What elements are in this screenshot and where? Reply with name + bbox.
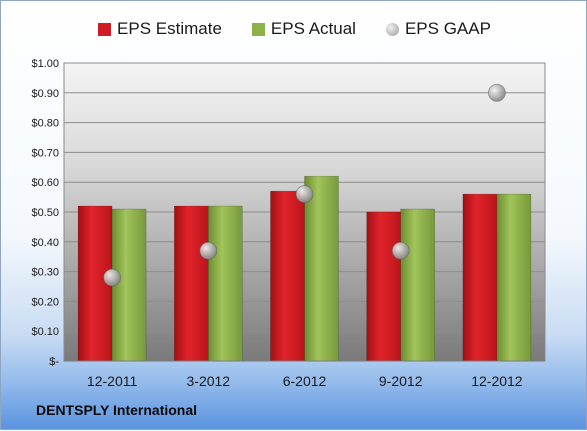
marker-eps-gaap	[103, 268, 121, 287]
x-tick-label: 12-2011	[87, 373, 138, 389]
y-tick-label: $0.50	[31, 207, 59, 219]
y-tick-label: $0.10	[31, 326, 59, 338]
marker-eps-gaap	[391, 241, 410, 260]
y-tick-label: $0.70	[31, 147, 59, 159]
x-tick-label: 6-2012	[283, 373, 327, 389]
y-tick-label: $0.90	[31, 88, 59, 100]
bar-eps-actual	[208, 205, 243, 362]
x-tick-label: 9-2012	[379, 373, 423, 389]
x-tick-label: 12-2012	[471, 373, 523, 389]
x-tick-label: 3-2012	[187, 373, 231, 389]
y-tick-label: $0.80	[31, 118, 59, 130]
company-name: DENTSPLY International	[36, 402, 198, 418]
y-tick-label: $0.40	[31, 237, 59, 249]
legend-label-eps-estimate: EPS Estimate	[117, 19, 222, 38]
legend-swatch-eps-estimate	[98, 22, 112, 36]
y-tick-label: $0.30	[31, 267, 59, 279]
y-tick-label: $0.20	[31, 296, 59, 308]
marker-eps-gaap	[487, 83, 506, 102]
bar-eps-actual	[496, 193, 532, 362]
legend-item-eps-gaap: EPS GAAP	[385, 19, 491, 39]
legend-swatch-eps-gaap	[385, 22, 399, 36]
bar-eps-estimate	[270, 190, 305, 362]
bar-eps-estimate	[462, 193, 498, 362]
bar-eps-actual	[304, 175, 339, 362]
marker-eps-gaap	[295, 185, 314, 204]
legend-label-eps-actual: EPS Actual	[270, 19, 356, 38]
y-tick-label: $-	[49, 356, 59, 368]
y-tick-label: $1.00	[31, 58, 59, 70]
bar-eps-estimate	[174, 205, 209, 362]
marker-eps-gaap	[199, 241, 218, 260]
y-tick-label: $0.60	[31, 177, 59, 189]
legend-swatch-eps-actual	[251, 22, 265, 36]
bar-eps-actual	[111, 208, 147, 362]
legend: EPS Estimate EPS Actual EPS GAAP	[1, 13, 587, 45]
legend-item-eps-estimate: EPS Estimate	[98, 19, 222, 39]
bar-eps-estimate	[366, 211, 402, 362]
legend-item-eps-actual: EPS Actual	[251, 19, 356, 39]
bar-eps-actual	[400, 208, 436, 362]
legend-label-eps-gaap: EPS GAAP	[404, 19, 491, 38]
